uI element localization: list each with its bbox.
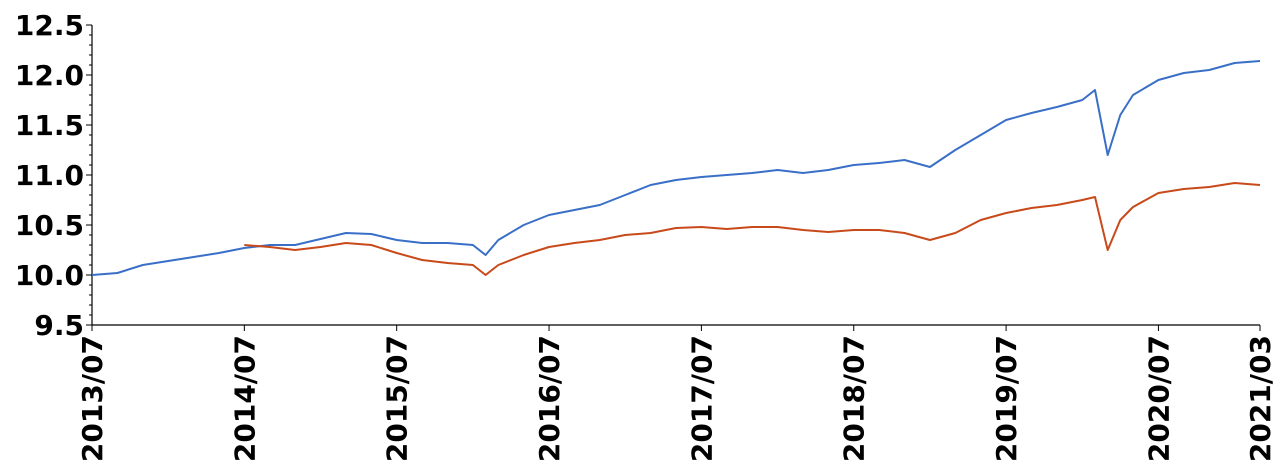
y-tick-label: 11.0	[15, 159, 84, 192]
y-axis-ticks: 9.5 10.0 10.5 11.0 11.5 12.0 12.5	[15, 9, 92, 342]
x-tick-label: 2020/07	[1142, 335, 1175, 462]
x-tick-label: 2016/07	[533, 335, 566, 462]
series-layer	[91, 60, 1261, 276]
x-tick-label: 2019/07	[990, 335, 1023, 462]
series-line-2	[244, 182, 1261, 276]
y-tick-label: 9.5	[34, 309, 84, 342]
series-line-1	[91, 60, 1261, 276]
x-tick-label: 2014/07	[228, 335, 261, 462]
x-tick-label: 2013/07	[76, 335, 109, 462]
x-tick-label: 2015/07	[381, 335, 414, 462]
x-tick-label: 2017/07	[685, 335, 718, 462]
x-tick-label: 2021/03	[1244, 335, 1277, 462]
y-tick-label: 12.5	[15, 9, 84, 42]
y-tick-label: 10.0	[15, 259, 84, 292]
y-tick-label: 10.5	[15, 209, 84, 242]
y-tick-label: 11.5	[15, 109, 84, 142]
x-axis-ticks: 2013/07 2014/07 2015/07 2016/07 2017/07 2018/…	[76, 325, 1277, 462]
x-tick-label: 2018/07	[838, 335, 871, 462]
y-tick-label: 12.0	[15, 59, 84, 92]
